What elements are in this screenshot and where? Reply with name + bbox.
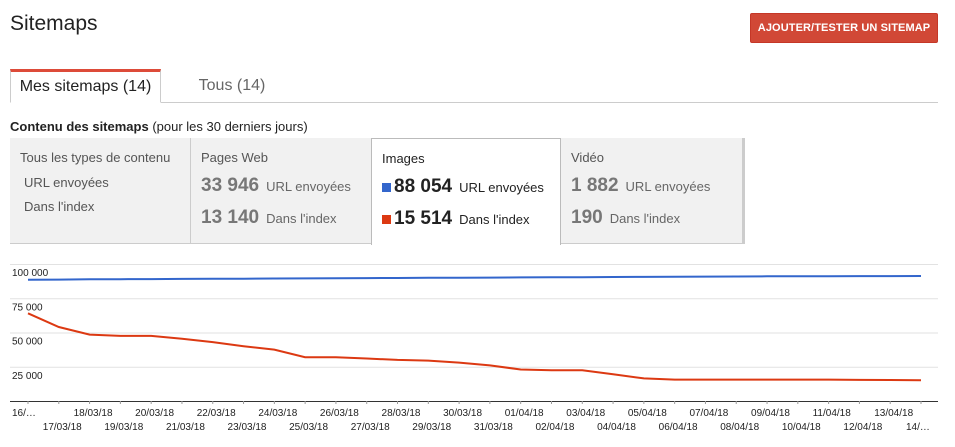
- panel-video-index-value: 190: [571, 207, 603, 228]
- chart-svg: 100 000 75 000 50 000 25 000 16/… 17/03/18 18/…: [10, 264, 938, 433]
- x-tick-label: 13/04/18: [874, 408, 913, 419]
- x-tick-label: 10/04/18: [782, 422, 821, 433]
- panel-video[interactable]: Vidéo 1 882 URL envoyées 190 Dans l'inde…: [561, 138, 745, 244]
- panel-web-pages[interactable]: Pages Web 33 946 URL envoyées 13 140 Dan…: [190, 138, 371, 244]
- x-tick-label: 11/04/18: [813, 408, 852, 419]
- panel-video-sent: 1 882 URL envoyées: [571, 175, 710, 197]
- x-tick-label: 04/04/18: [597, 422, 636, 433]
- tabs-divider: [10, 102, 938, 103]
- tab-all[interactable]: Tous (14): [198, 77, 266, 94]
- x-tick-label: 07/04/18: [689, 408, 728, 419]
- panel-web-title: Pages Web: [201, 150, 268, 165]
- panel-video-sent-label: URL envoyées: [625, 179, 711, 194]
- panel-web-index-value: 13 140: [201, 207, 260, 228]
- sent-legend-swatch: [382, 183, 391, 192]
- x-tick-label: 03/04/18: [566, 408, 605, 419]
- tab-my-sitemaps[interactable]: Mes sitemaps (14): [10, 69, 161, 103]
- x-tick-label: 20/03/18: [135, 408, 174, 419]
- x-tick-label: 19/03/18: [104, 422, 143, 433]
- panel-images-index-value: 15 514: [394, 208, 453, 229]
- content-type-panels: Tous les types de contenu URL envoyées D…: [10, 138, 745, 245]
- x-tick-label: 12/04/18: [843, 422, 882, 433]
- x-tick-label: 18/03/18: [74, 408, 113, 419]
- panel-all-content[interactable]: Tous les types de contenu URL envoyées D…: [10, 138, 190, 244]
- series-line-index: [27, 312, 922, 382]
- x-tick-label: 08/04/18: [720, 422, 759, 433]
- panel-web-sent: 33 946 URL envoyées: [201, 175, 351, 197]
- x-tick-label: 29/03/18: [412, 422, 451, 433]
- panel-web-sent-value: 33 946: [201, 175, 260, 196]
- panel-video-sent-value: 1 882: [571, 175, 619, 196]
- x-tick-label: 27/03/18: [351, 422, 390, 433]
- y-tick-label: 100 000: [12, 268, 49, 279]
- x-tick-label: 06/04/18: [659, 422, 698, 433]
- panel-web-index: 13 140 Dans l'index: [201, 207, 337, 229]
- panel-images-index-label: Dans l'index: [459, 212, 530, 227]
- panel-images-sent-label: URL envoyées: [459, 180, 544, 195]
- panel-images-sent: 88 054 URL envoyées: [382, 176, 544, 198]
- x-tick-label: 25/03/18: [289, 422, 328, 433]
- sitemap-line-chart: 100 000 75 000 50 000 25 000 16/… 17/03/18 18/…: [0, 255, 955, 447]
- x-tick-label: 22/03/18: [197, 408, 236, 419]
- panel-video-index: 190 Dans l'index: [571, 207, 680, 229]
- y-tick-label: 25 000: [12, 371, 43, 382]
- x-tick-label: 01/04/18: [505, 408, 544, 419]
- x-tick-label: 09/04/18: [751, 408, 790, 419]
- page-title: Sitemaps: [10, 12, 98, 35]
- panel-video-title: Vidéo: [571, 150, 605, 165]
- x-tick-label: 17/03/18: [43, 422, 82, 433]
- x-tick-label: 30/03/18: [443, 408, 482, 419]
- section-title-period: (pour les 30 derniers jours): [148, 119, 308, 134]
- panel-all-sent-label: URL envoyées: [24, 175, 109, 190]
- panel-images-title: Images: [382, 151, 425, 166]
- y-tick-label: 50 000: [12, 337, 43, 348]
- panel-web-index-label: Dans l'index: [266, 211, 337, 226]
- x-tick-label: 31/03/18: [474, 422, 513, 433]
- x-tick-label: 16/…: [12, 408, 36, 419]
- panel-images-sent-value: 88 054: [394, 176, 453, 197]
- x-tick-label: 14/…: [906, 422, 930, 433]
- x-tick-label: 23/03/18: [228, 422, 267, 433]
- x-tick-label: 05/04/18: [628, 408, 667, 419]
- x-tick-label: 24/03/18: [258, 408, 297, 419]
- x-tick-label: 21/03/18: [166, 422, 205, 433]
- add-sitemap-button[interactable]: AJOUTER/TESTER UN SITEMAP: [750, 13, 938, 43]
- section-title: Contenu des sitemaps (pour les 30 dernie…: [10, 119, 308, 134]
- index-legend-swatch: [382, 215, 391, 224]
- y-tick-label: 75 000: [12, 302, 43, 313]
- panel-images-index: 15 514 Dans l'index: [382, 208, 530, 230]
- panel-all-title: Tous les types de contenu: [20, 150, 171, 165]
- x-tick-label: 02/04/18: [535, 422, 574, 433]
- panel-all-index-label: Dans l'index: [24, 199, 95, 214]
- x-tick-label: 28/03/18: [382, 408, 421, 419]
- panel-images[interactable]: Images 88 054 URL envoyées 15 514 Dans l…: [371, 138, 561, 245]
- panel-video-index-label: Dans l'index: [609, 211, 681, 226]
- series-line-sent: [27, 275, 922, 281]
- panel-web-sent-label: URL envoyées: [266, 179, 351, 194]
- section-title-bold: Contenu des sitemaps: [10, 119, 149, 134]
- x-tick-label: 26/03/18: [320, 408, 359, 419]
